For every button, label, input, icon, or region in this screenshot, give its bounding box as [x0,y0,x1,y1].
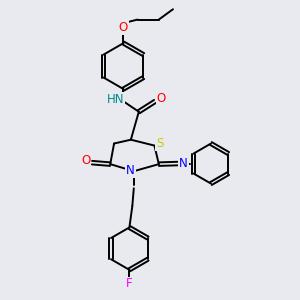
Text: O: O [157,92,166,105]
Text: O: O [119,21,128,34]
Text: N: N [179,157,188,170]
Text: O: O [81,154,90,167]
Text: S: S [156,137,164,150]
Text: F: F [126,278,133,290]
Text: HN: HN [106,93,124,106]
Text: N: N [126,164,135,177]
